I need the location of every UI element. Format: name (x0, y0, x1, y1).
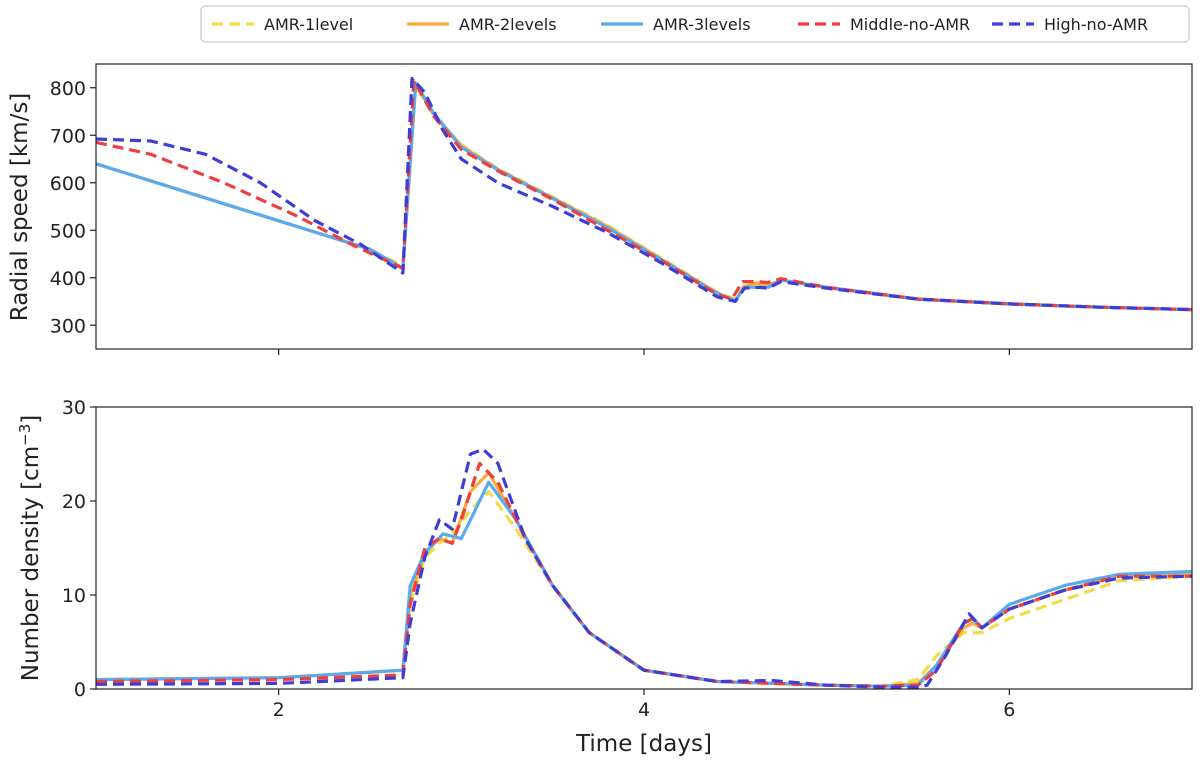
bottom-x-tick-label: 2 (273, 699, 285, 721)
unit-exponent: −3 (16, 424, 34, 446)
panel-radial-speed: 300 400 500 600 700 800 Radial speed [km/s] (7, 63, 1193, 355)
bottom-y-tick-label: 0 (74, 679, 86, 701)
top-y-axis-title: Radial speed [km/s] (7, 93, 33, 322)
bottom-plot-frame (95, 406, 1193, 690)
legend-label-high-no-amr: High-no-AMR (1044, 15, 1148, 34)
bottom-series-line-amr-2levels (96, 471, 1192, 688)
top-plot-frame (95, 63, 1193, 350)
bottom-y-tick-label: 10 (62, 585, 86, 607)
top-series-line-high-no-amr (96, 76, 1192, 312)
top-series-line-amr-2levels (96, 82, 1192, 312)
top-y-tick-label: 300 (50, 315, 86, 337)
top-y-tick-label: 500 (50, 220, 86, 242)
bottom-x-tick-label: 6 (1003, 699, 1015, 721)
top-y-tick-label: 800 (50, 78, 86, 100)
top-y-tick-label: 600 (50, 173, 86, 195)
top-series-line-amr-1level (96, 83, 1192, 312)
legend-label-middle-no-amr: Middle-no-AMR (850, 15, 970, 34)
bottom-series-line-high-no-amr (96, 447, 1192, 689)
top-series-line-middle-no-amr (96, 79, 1192, 312)
bottom-series-line-middle-no-amr (96, 461, 1192, 688)
bottom-series-line-amr-1level (96, 490, 1192, 688)
x-axis-title: Time [days] (575, 731, 712, 757)
bottom-y-tick-label: 30 (62, 397, 86, 419)
panel-number-density: 2 4 6 0 10 20 30 Number density [cm−3] Time [d… (16, 397, 1193, 757)
bottom-y-axis-title: Number density [cm−3] (16, 415, 44, 681)
legend-label-amr-1level: AMR-1level (264, 15, 353, 34)
top-y-tick-label: 400 (50, 268, 86, 290)
legend-label-amr-3levels: AMR-3levels (653, 15, 751, 34)
legend: AMR-1level AMR-2levels AMR-3levels Middle-n… (200, 5, 1190, 43)
bottom-y-tick-label: 20 (62, 491, 86, 513)
bottom-series-line-amr-3levels (96, 480, 1192, 688)
top-y-tick-label: 700 (50, 125, 86, 147)
legend-box (200, 5, 1190, 43)
legend-label-amr-2levels: AMR-2levels (459, 15, 557, 34)
top-series-line-amr-3levels (96, 81, 1192, 312)
bottom-x-tick-label: 4 (638, 699, 650, 721)
